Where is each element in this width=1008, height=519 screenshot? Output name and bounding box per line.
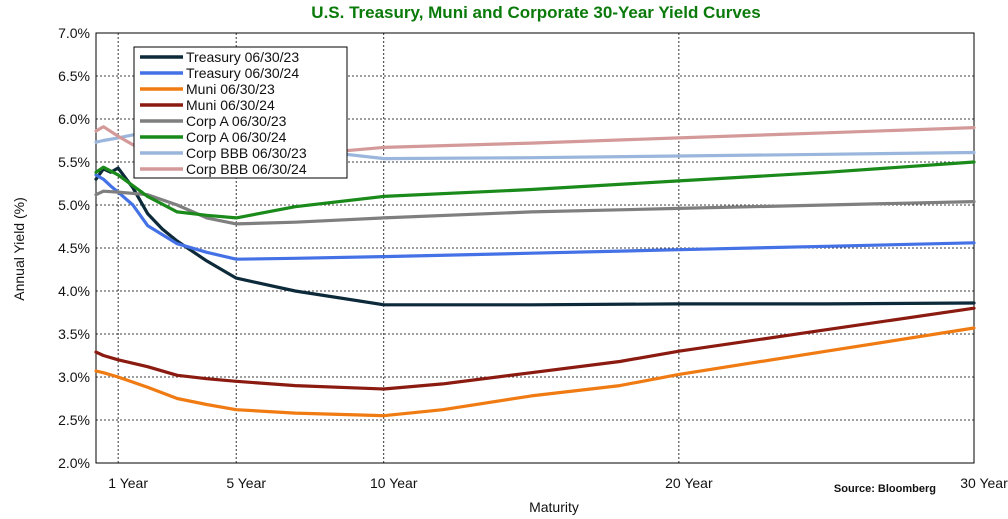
- series-line: [94, 166, 976, 307]
- y-tick-label: 3.5%: [58, 326, 90, 342]
- chart-title: U.S. Treasury, Muni and Corporate 30-Yea…: [311, 3, 760, 22]
- legend-box: [133, 46, 348, 179]
- y-tick-label: 4.0%: [58, 283, 90, 299]
- y-tick-label: 5.5%: [58, 154, 90, 170]
- series-lines: [94, 125, 976, 418]
- x-tick-label: 5 Year: [226, 475, 266, 491]
- legend-label: Muni 06/30/24: [186, 97, 275, 113]
- legend-label: Treasury 06/30/24: [186, 65, 299, 81]
- series-line: [94, 160, 976, 220]
- series-line: [94, 306, 976, 391]
- x-tick-label: 1 Year: [108, 475, 148, 491]
- y-axis-ticks: 2.0% 2.5% 3.0% 3.5% 4.0% 4.5% 5.0% 5.5% 6.0% 6.5%…: [58, 25, 90, 471]
- legend-label: Treasury 06/30/23: [186, 49, 299, 65]
- legend-label: Muni 06/30/23: [186, 81, 275, 97]
- legend-label: Corp BBB 06/30/23: [186, 145, 307, 161]
- x-tick-label: 10 Year: [370, 475, 418, 491]
- series-line: [94, 130, 976, 161]
- series-line: [94, 173, 976, 261]
- y-tick-label: 6.0%: [58, 111, 90, 127]
- y-tick-label: 7.0%: [58, 25, 90, 41]
- legend-label: Corp A 06/30/24: [186, 129, 287, 145]
- x-tick-label: 20 Year: [665, 475, 713, 491]
- y-tick-label: 4.5%: [58, 240, 90, 256]
- legend-label: Corp A 06/30/23: [186, 113, 287, 129]
- series-line: [94, 189, 976, 226]
- source-note: Source: Bloomberg: [834, 483, 936, 495]
- x-axis-ticks: 1 Year 5 Year 10 Year 20 Year 30 Year: [108, 475, 1008, 491]
- y-tick-label: 2.0%: [58, 455, 90, 471]
- y-tick-label: 2.5%: [58, 412, 90, 428]
- y-tick-label: 3.0%: [58, 369, 90, 385]
- series-line: [94, 326, 976, 418]
- y-tick-label: 6.5%: [58, 68, 90, 84]
- x-tick-label: 30 Year: [960, 475, 1008, 491]
- legend-label: Corp BBB 06/30/24: [186, 161, 307, 177]
- plot-area: [95, 32, 975, 464]
- x-axis-label: Maturity: [529, 499, 579, 515]
- y-tick-label: 5.0%: [58, 197, 90, 213]
- y-axis-label: Annual Yield (%): [11, 197, 27, 301]
